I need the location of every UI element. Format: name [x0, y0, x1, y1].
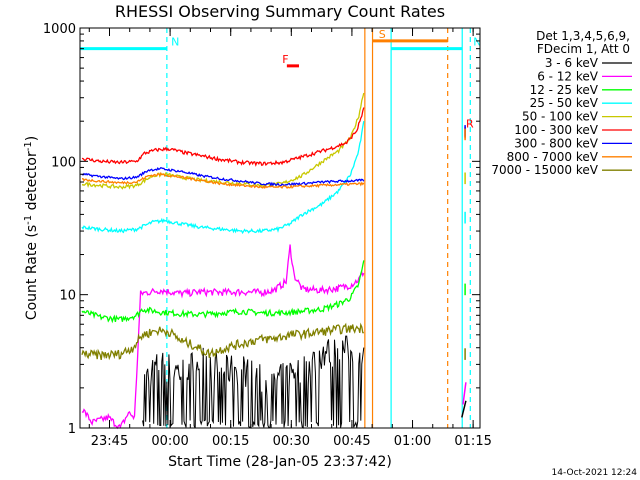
flag-label-2: S — [379, 28, 386, 41]
y-axis-label-sup2: -1 — [23, 141, 34, 151]
y-tick-label-2: 100 — [51, 155, 76, 170]
flag-label-4: R — [466, 118, 474, 131]
x-tick-label-4: 00:45 — [333, 434, 370, 449]
legend-label-6: 300 - 800 keV — [514, 136, 598, 150]
chart-title: RHESSI Observing Summary Count Rates — [115, 2, 445, 21]
legend: Det 1,3,4,5,6,9, FDecim 1, Att 0 3 - 6 k… — [491, 29, 632, 177]
x-tick-label-2: 00:15 — [212, 434, 249, 449]
series-line-2 — [81, 260, 365, 324]
legend-label-0: 3 - 6 keV — [545, 56, 599, 70]
x-tick-label-6: 01:15 — [454, 434, 491, 449]
flag-label-0: N — [171, 36, 179, 49]
y-tick-label-1: 10 — [59, 289, 76, 304]
y-axis-label-sup1: -1 — [23, 215, 34, 225]
y-axis-label-main: Count Rate (s — [24, 225, 40, 320]
y-axis-label: Count Rate (s-1 detector-1) — [23, 136, 40, 320]
x-axis-label: Start Time (28-Jan-05 23:37:42) — [168, 454, 392, 470]
x-tick-label-5: 01:00 — [394, 434, 431, 449]
series-tail-0 — [461, 400, 467, 418]
plot-frame — [79, 27, 481, 429]
series-line-8 — [81, 322, 364, 361]
series-line-0 — [142, 335, 365, 429]
legend-label-1: 6 - 12 keV — [537, 69, 599, 83]
y-axis-label-end: ) — [24, 136, 40, 141]
series-line-4 — [81, 92, 365, 190]
y-axis-label-mid: detector — [24, 151, 40, 215]
flag-label-3: N — [473, 36, 481, 49]
y-tick-label-3: 1000 — [43, 22, 76, 37]
y-tick-label-0: 1 — [68, 422, 76, 437]
timestamp: 14-Oct-2021 12:24 — [552, 468, 638, 478]
data-layer: N F S N R — [80, 28, 482, 430]
series-tail-1 — [462, 382, 467, 405]
legend-label-4: 50 - 100 keV — [522, 110, 599, 124]
axis-layer: 23:45 00:00 00:15 00:30 00:45 01:00 01:15 1 10 10… — [43, 22, 492, 449]
flag-label-1: F — [282, 53, 288, 66]
x-tick-label-3: 00:30 — [273, 434, 310, 449]
legend-label-5: 100 - 300 keV — [514, 123, 598, 137]
x-tick-label-1: 00:00 — [151, 434, 188, 449]
series-line-1 — [81, 244, 365, 430]
series-line-7 — [81, 171, 365, 190]
legend-header-line-1: Det 1,3,4,5,6,9, — [536, 29, 630, 43]
legend-label-2: 12 - 25 keV — [530, 83, 599, 97]
series-line-3 — [81, 120, 365, 235]
x-tick-label-0: 23:45 — [91, 434, 128, 449]
legend-label-3: 25 - 50 keV — [530, 96, 599, 110]
legend-header-line-2: FDecim 1, Att 0 — [537, 42, 630, 56]
series-line-6 — [81, 166, 365, 187]
legend-label-8: 7000 - 15000 keV — [491, 163, 598, 177]
series-line-5 — [81, 107, 365, 167]
legend-label-7: 800 - 7000 keV — [507, 150, 599, 164]
